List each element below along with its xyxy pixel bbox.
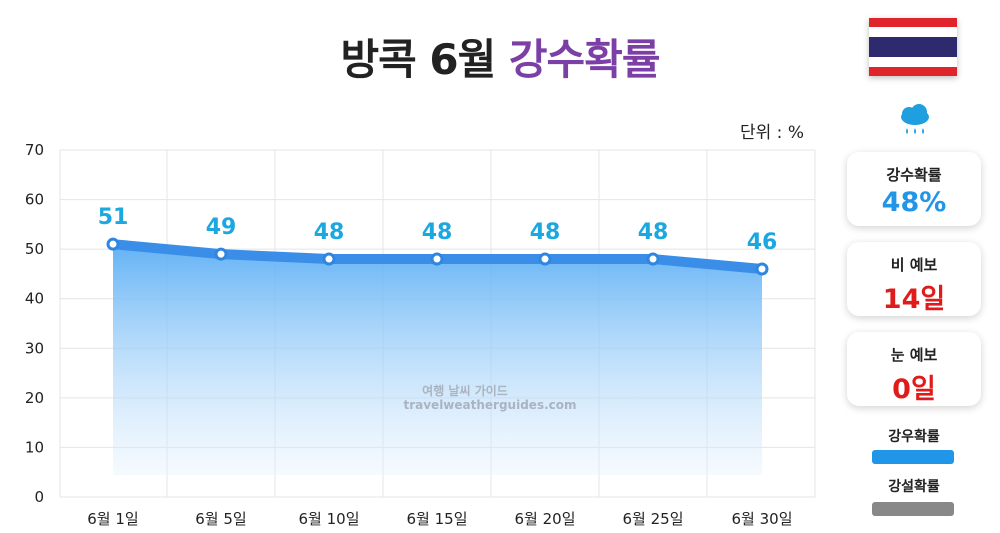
- data-label: 48: [638, 220, 669, 245]
- y-tick-label: 70: [25, 141, 44, 159]
- y-tick-label: 50: [25, 240, 44, 258]
- rain-forecast-card: 비 예보 14일: [847, 242, 981, 316]
- watermark-line2: travelweatherguides.com: [403, 398, 576, 412]
- data-label: 51: [98, 205, 129, 230]
- watermark-line1: 여행 날씨 가이드: [422, 383, 508, 398]
- x-tick-label: 6월 30일: [732, 510, 793, 528]
- data-point: [755, 262, 769, 276]
- x-tick-label: 6월 20일: [515, 510, 576, 528]
- card-label: 눈 예보: [890, 346, 938, 364]
- data-point: [538, 252, 552, 266]
- data-point: [322, 252, 336, 266]
- y-tick-label: 20: [25, 389, 44, 407]
- title-accent: 강수확률: [508, 35, 661, 84]
- x-tick-label: 6월 25일: [623, 510, 684, 528]
- snow-forecast-card: 눈 예보 0일: [847, 332, 981, 406]
- data-label: 49: [206, 215, 237, 240]
- data-label: 48: [422, 220, 453, 245]
- card-label: 강수확률: [886, 166, 942, 184]
- title-main: 방콕 6월: [340, 35, 497, 84]
- card-value: 0일: [892, 374, 936, 405]
- legend-rain-label: 강우확률: [888, 429, 940, 445]
- card-value: 48%: [881, 187, 947, 218]
- y-tick-label: 10: [25, 438, 44, 456]
- card-value: 14일: [882, 284, 946, 315]
- x-tick-label: 6월 1일: [87, 510, 138, 528]
- precip-probability-card: 강수확률 48%: [847, 152, 981, 226]
- data-point: [646, 252, 660, 266]
- legend-rain-swatch: [872, 450, 954, 464]
- data-point: [430, 252, 444, 266]
- unit-label: 단위 : %: [740, 123, 804, 143]
- y-tick-label: 40: [25, 290, 44, 308]
- y-tick-label: 30: [25, 339, 44, 357]
- x-tick-label: 6월 15일: [407, 510, 468, 528]
- x-tick-label: 6월 10일: [299, 510, 360, 528]
- page-title: 방콕 6월 강수확률: [0, 26, 1000, 87]
- data-point: [214, 247, 228, 261]
- y-tick-label: 60: [25, 191, 44, 209]
- legend-snow-swatch: [872, 502, 954, 516]
- y-tick-label: 0: [34, 488, 44, 506]
- rain-cloud-icon: [901, 104, 929, 134]
- card-label: 비 예보: [890, 256, 938, 274]
- legend-snow-label: 강설확률: [888, 479, 940, 495]
- thailand-flag-icon: [869, 18, 957, 76]
- data-label: 48: [314, 220, 345, 245]
- data-point: [106, 237, 120, 251]
- data-label: 48: [530, 220, 561, 245]
- series-area-fill: [113, 244, 762, 475]
- x-tick-label: 6월 5일: [195, 510, 246, 528]
- data-label: 46: [747, 230, 778, 255]
